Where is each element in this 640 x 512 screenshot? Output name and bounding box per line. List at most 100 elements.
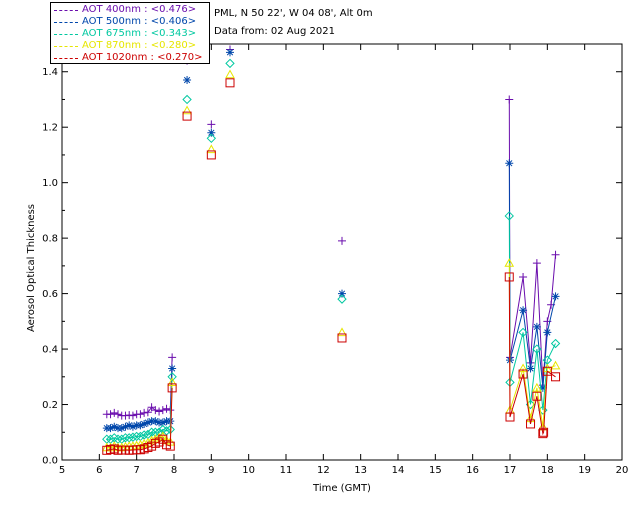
data-point-diamond: [504, 211, 514, 221]
data-point-plus: [125, 411, 134, 420]
legend-line-870nm: [54, 46, 78, 47]
data-point-triangle: [225, 69, 235, 79]
legend-line-400nm: [54, 10, 78, 11]
data-point-plus: [121, 411, 130, 420]
x-tick-label: 6: [96, 465, 102, 476]
data-point-asterisk: [505, 159, 514, 168]
data-point-square: [551, 372, 561, 382]
data-point-square: [526, 419, 536, 429]
legend-item-1020nm: AOT 1020nm : <0.270>: [51, 52, 209, 64]
data-point-plus: [207, 120, 216, 129]
legend-line-500nm: [54, 22, 78, 23]
data-point-asterisk: [125, 421, 134, 430]
data-point-square: [225, 78, 235, 88]
data-point-plus: [505, 95, 514, 104]
x-tick-label: 10: [242, 465, 255, 476]
data-point-asterisk: [538, 383, 547, 392]
data-point-asterisk: [117, 424, 126, 433]
x-tick-label: 9: [208, 465, 214, 476]
series-aot-1020nm: [102, 78, 561, 455]
x-tick-label: 13: [354, 465, 367, 476]
legend-item-500nm: AOT 500nm : <0.406>: [51, 16, 209, 28]
data-point-plus: [519, 272, 528, 281]
data-point-plus: [338, 236, 346, 245]
data-point-triangle: [337, 327, 347, 337]
data-point-triangle: [182, 105, 192, 115]
data-point-plus: [110, 408, 119, 417]
data-point-diamond: [550, 338, 561, 349]
data-point-diamond: [167, 372, 177, 382]
y-tick-label: 1.2: [42, 123, 58, 134]
data-point-asterisk: [128, 422, 137, 431]
data-point-plus: [551, 250, 560, 259]
data-point-plus: [143, 408, 152, 417]
y-tick-label: 0.6: [42, 289, 58, 300]
data-point-square: [167, 383, 177, 393]
data-point-asterisk: [226, 48, 234, 57]
data-point-plus: [158, 406, 167, 415]
data-point-asterisk: [158, 418, 167, 427]
data-point-asterisk: [121, 422, 130, 431]
data-point-square: [539, 427, 549, 437]
legend-item-870nm: AOT 870nm : <0.280>: [51, 40, 209, 52]
data-point-plus: [155, 407, 164, 416]
data-point-plus: [140, 408, 149, 417]
data-point-triangle: [518, 363, 528, 373]
data-point-diamond: [337, 294, 347, 304]
data-point-asterisk: [519, 306, 528, 315]
y-tick-label: 0.4: [42, 345, 58, 356]
data-point-asterisk: [532, 322, 541, 331]
x-tick-label: 8: [171, 465, 177, 476]
data-point-asterisk: [338, 289, 346, 298]
data-point-diamond: [225, 58, 235, 69]
series-line: [508, 215, 556, 411]
date-from: Data from: 02 Aug 2021: [214, 26, 335, 37]
data-point-square: [337, 333, 347, 343]
y-axis-ticks: 0.0 0.2 0.4 0.6 0.8 1.0 1.2 1.4: [42, 43, 622, 467]
data-point-asterisk: [136, 421, 145, 430]
data-point-asterisk: [207, 128, 216, 137]
data-point-diamond: [518, 327, 528, 338]
data-point-diamond: [532, 344, 542, 354]
data-point-square: [206, 150, 216, 160]
x-tick-label: 12: [317, 465, 330, 476]
x-tick-label: 15: [429, 465, 442, 476]
plot-area: [61, 43, 623, 461]
series-line: [508, 276, 556, 436]
y-tick-label: 0.0: [42, 456, 58, 467]
data-point-asterisk: [143, 418, 152, 427]
legend-item-400nm: AOT 400nm : <0.476>: [51, 4, 209, 16]
legend-label-1020nm: AOT 1020nm : <0.270>: [82, 52, 203, 63]
x-axis-ticks: 5 6 7 8 9 10 11 12 13 14 15 16 17 18 19 20: [59, 44, 629, 476]
data-point-triangle: [206, 144, 217, 154]
legend-label-400nm: AOT 400nm : <0.476>: [82, 4, 197, 15]
data-point-plus: [106, 410, 115, 419]
y-tick-label: 1.0: [42, 178, 58, 189]
legend-label-675nm: AOT 675nm : <0.343>: [82, 28, 197, 39]
data-point-square: [532, 391, 542, 401]
data-point-square: [538, 429, 548, 439]
x-tick-label: 5: [59, 465, 65, 476]
data-point-diamond: [182, 94, 192, 105]
data-point-asterisk: [543, 328, 552, 337]
data-point-triangle: [532, 382, 542, 392]
y-axis-label: Aerosol Optical Thickness: [26, 204, 37, 332]
x-tick-label: 11: [280, 465, 293, 476]
data-point-asterisk: [168, 364, 177, 373]
data-point-square: [505, 412, 515, 422]
data-point-plus: [114, 410, 122, 419]
data-point-asterisk: [151, 417, 160, 426]
series-line: [508, 163, 556, 388]
x-tick-label: 20: [616, 465, 629, 476]
x-tick-label: 16: [466, 465, 479, 476]
data-point-plus: [136, 410, 145, 419]
data-point-diamond: [131, 431, 142, 442]
y-tick-label: 0.2: [42, 400, 58, 411]
data-point-asterisk: [526, 364, 535, 373]
data-point-plus: [128, 411, 137, 420]
data-point-asterisk: [551, 292, 560, 301]
data-point-square: [165, 441, 175, 451]
legend-line-1020nm: [54, 58, 78, 59]
x-tick-label: 14: [392, 465, 405, 476]
